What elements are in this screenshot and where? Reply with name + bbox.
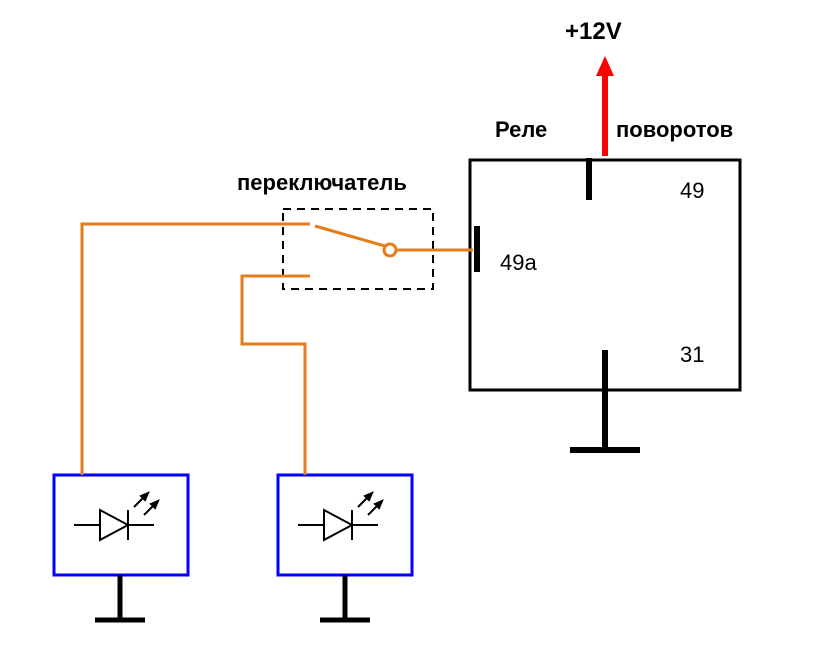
ground-led-left <box>95 575 145 620</box>
pin-31-label: 31 <box>680 342 704 368</box>
wire-bottom-to-led-right <box>242 276 305 475</box>
led-symbol-left <box>74 493 158 540</box>
voltage-label: +12V <box>565 18 622 46</box>
switch-arm <box>315 226 385 246</box>
switch-pivot <box>384 244 396 256</box>
voltage-arrow <box>596 56 614 156</box>
pin-49a-label: 49a <box>500 250 537 276</box>
ground-relay <box>570 390 640 450</box>
pin-49-label: 49 <box>680 178 704 204</box>
switcher-label: переключатель <box>237 170 407 196</box>
circuit-diagram <box>0 0 814 668</box>
relay-title-left: Реле <box>495 117 547 143</box>
led-symbol-right <box>298 493 382 540</box>
relay-title-right: поворотов <box>616 117 733 143</box>
ground-led-right <box>320 575 370 620</box>
wire-top-to-led-left <box>82 224 293 475</box>
